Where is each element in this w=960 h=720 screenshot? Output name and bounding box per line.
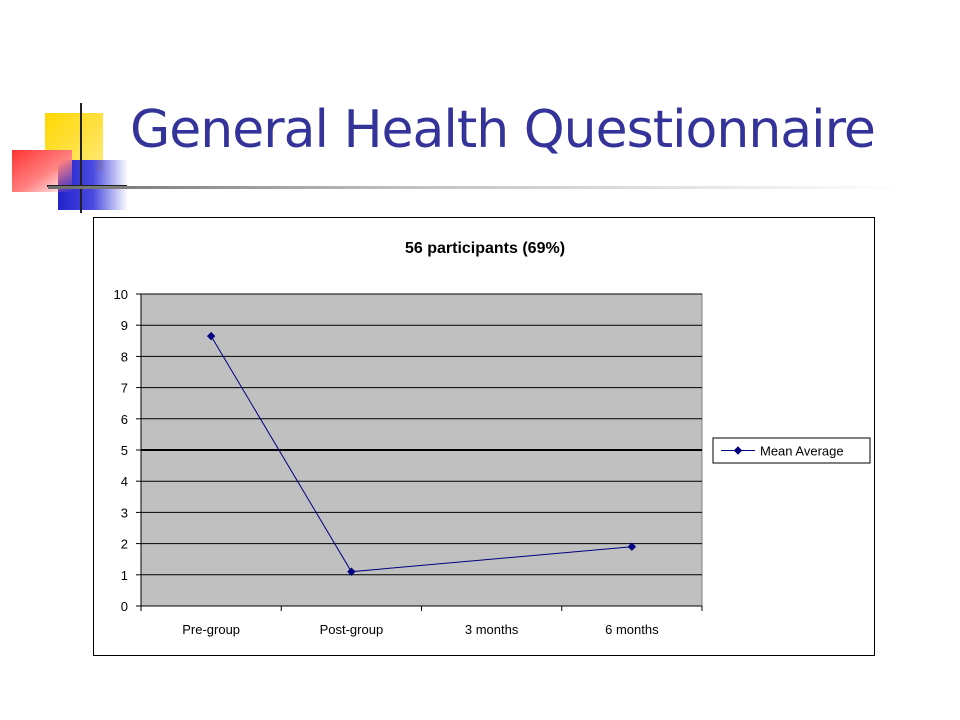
title-divider: [48, 186, 908, 189]
y-tick-label: 9: [121, 318, 128, 333]
y-tick-label: 7: [121, 381, 128, 396]
decor-vertical-line: [80, 103, 82, 213]
y-tick-label: 8: [121, 349, 128, 364]
y-tick-label: 3: [121, 505, 128, 520]
data-point: [627, 542, 637, 551]
x-tick-label: Pre-group: [182, 622, 240, 637]
y-tick-label: 0: [121, 599, 128, 614]
legend-label: Mean Average: [760, 444, 844, 459]
x-tick-label: 3 months: [465, 622, 519, 637]
y-tick-label: 1: [121, 568, 128, 583]
y-tick-label: 2: [121, 537, 128, 552]
legend-marker: [733, 446, 743, 455]
y-tick-label: 10: [114, 287, 128, 302]
data-point: [206, 331, 216, 341]
slide-title: General Health Questionnaire: [130, 100, 876, 160]
y-tick-label: 4: [121, 474, 128, 489]
data-point: [347, 567, 356, 576]
x-tick-label: Post-group: [320, 622, 384, 637]
x-tick-label: 6 months: [605, 622, 659, 637]
y-tick-label: 5: [121, 443, 128, 458]
y-tick-label: 6: [121, 412, 128, 427]
chart-title: 56 participants (69%): [405, 240, 565, 257]
